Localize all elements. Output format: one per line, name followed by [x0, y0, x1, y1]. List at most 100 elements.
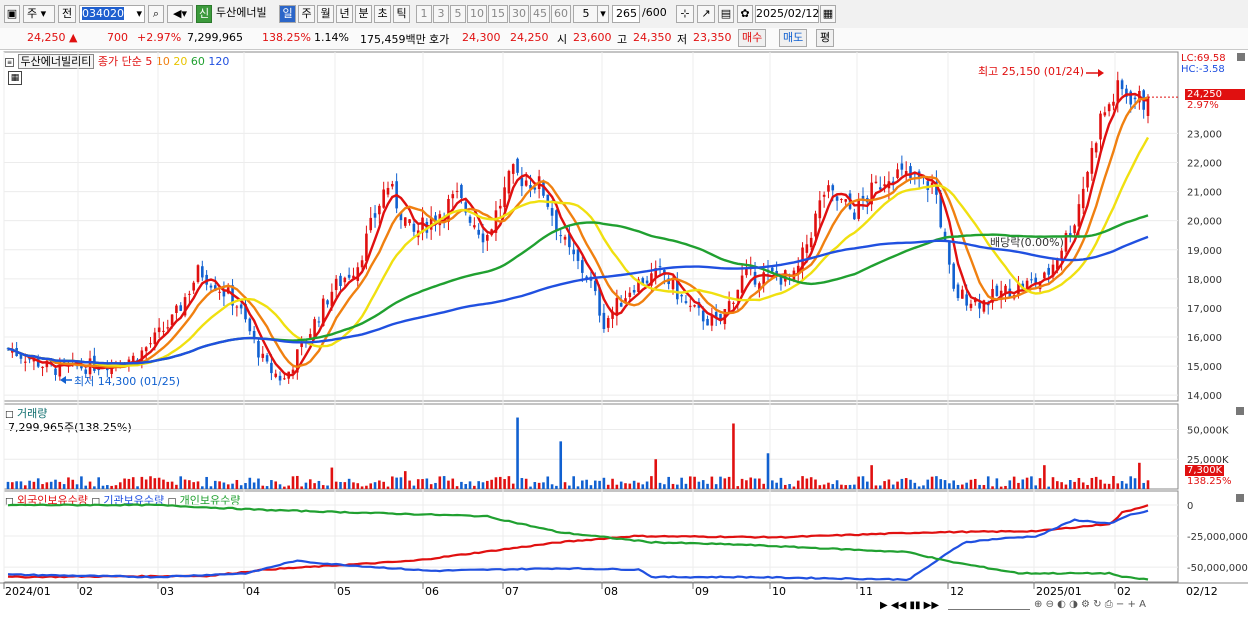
minus-icon[interactable]: −: [1115, 599, 1125, 610]
volume-bar: [1008, 480, 1012, 489]
candle: [1090, 147, 1094, 174]
zoom-in-icon[interactable]: ⊕: [1034, 599, 1043, 610]
interval-1[interactable]: 1: [416, 5, 432, 23]
code-input[interactable]: 034020 ▾: [79, 5, 145, 23]
save-icon[interactable]: ▤: [718, 5, 734, 23]
volume-bar: [144, 479, 148, 489]
volume-bar: [1047, 486, 1050, 489]
candle: [179, 305, 183, 311]
chevron-down-icon[interactable]: ▾: [597, 5, 609, 23]
volume-bar: [175, 484, 178, 489]
volume-bar: [922, 485, 925, 489]
interval-input[interactable]: 5: [573, 5, 599, 23]
candle: [15, 347, 18, 357]
interval-45[interactable]: 45: [530, 5, 550, 23]
volume-bar: [542, 482, 545, 489]
calendar-icon[interactable]: ▦: [820, 5, 836, 23]
interval-15[interactable]: 15: [488, 5, 508, 23]
series-label[interactable]: 두산에너빌리티: [17, 54, 95, 69]
candle: [1051, 264, 1055, 277]
interval-10[interactable]: 10: [467, 5, 487, 23]
fast-forward-icon[interactable]: ▶▶: [923, 600, 940, 611]
volume-bar: [740, 478, 744, 489]
y-tick-label: 50,000K: [1187, 425, 1229, 436]
volume-bar: [97, 477, 100, 489]
print-icon[interactable]: ⎙: [1104, 599, 1113, 610]
y-tick-label: 20,000: [1187, 217, 1222, 228]
period-0[interactable]: 일: [279, 5, 296, 23]
candle: [304, 340, 308, 342]
gear-icon[interactable]: ✿: [737, 5, 753, 23]
candle: [637, 279, 640, 293]
close-icon[interactable]: [1237, 53, 1245, 61]
candle: [732, 302, 735, 304]
period-6[interactable]: 틱: [393, 5, 410, 23]
candle: [473, 225, 476, 228]
volume-bar: [300, 486, 303, 489]
candle: [67, 364, 70, 367]
type-select[interactable]: 주 ▾: [23, 5, 55, 23]
eval-button[interactable]: 평: [816, 29, 835, 47]
volume-ratio: 138.25%: [262, 31, 311, 44]
period-3[interactable]: 년: [336, 5, 353, 23]
grid-toggle-icon[interactable]: ▦: [8, 71, 22, 85]
buy-button[interactable]: 매수: [738, 29, 767, 47]
volume-bar: [822, 484, 826, 489]
volume-bar: [468, 481, 472, 489]
volume-bar: [589, 485, 593, 489]
period-1[interactable]: 주: [298, 5, 315, 23]
close-icon[interactable]: [1236, 407, 1244, 415]
volume-bar: [749, 477, 753, 489]
panel-menu-icon[interactable]: ≡: [5, 58, 14, 67]
interval-3[interactable]: 3: [433, 5, 449, 23]
candle: [857, 199, 860, 219]
interval-5[interactable]: 5: [450, 5, 466, 23]
rewind-icon[interactable]: ◀◀: [890, 600, 907, 611]
period-4[interactable]: 분: [355, 5, 372, 23]
window-icon[interactable]: ▣: [4, 5, 20, 23]
volume-bar: [1073, 481, 1076, 489]
volume-bar: [796, 480, 800, 489]
zoom-out-icon[interactable]: ⊖: [1045, 599, 1054, 610]
zoom-slider[interactable]: [948, 603, 1030, 610]
speaker-icon[interactable]: ◀▾: [167, 5, 193, 23]
search-icon[interactable]: ⌕: [148, 5, 164, 23]
volume-bar: [706, 483, 709, 489]
volume-bar: [252, 482, 256, 489]
crosshair-icon[interactable]: ⊹: [676, 5, 694, 23]
volume-bar: [758, 478, 761, 489]
panel-menu-icon[interactable]: □: [5, 497, 14, 507]
interval-60[interactable]: 60: [551, 5, 571, 23]
volume-bar: [840, 484, 843, 489]
play-icon[interactable]: ▶: [880, 600, 888, 611]
sell-button[interactable]: 매도: [779, 29, 808, 47]
refresh-icon[interactable]: ↻: [1093, 599, 1102, 610]
count-total: /600: [642, 6, 667, 19]
volume-bar: [1043, 465, 1046, 489]
font-icon[interactable]: A: [1139, 599, 1146, 610]
scroll-left-icon[interactable]: ◐: [1057, 599, 1066, 610]
count-input[interactable]: 265: [612, 5, 640, 23]
close-icon[interactable]: [1236, 494, 1244, 502]
draw-icon[interactable]: ↗: [697, 5, 715, 23]
panel-menu-icon[interactable]: □: [91, 497, 100, 507]
period-2[interactable]: 월: [317, 5, 334, 23]
volume-bar: [537, 482, 541, 489]
date-input[interactable]: 2025/02/12: [755, 5, 819, 23]
candle: [201, 266, 204, 278]
interval-30[interactable]: 30: [509, 5, 529, 23]
plus-icon[interactable]: +: [1127, 599, 1136, 610]
volume-bar: [1107, 483, 1111, 489]
panel-menu-icon[interactable]: □: [167, 497, 177, 507]
candle: [80, 364, 83, 369]
volume-bar: [598, 480, 601, 489]
volume-bar: [386, 486, 390, 489]
period-5[interactable]: 초: [374, 5, 391, 23]
scroll-right-icon[interactable]: ◑: [1069, 599, 1078, 610]
volume-bar: [891, 484, 895, 489]
prev-button[interactable]: 전: [58, 5, 76, 23]
volume-bar: [32, 481, 36, 489]
candle: [745, 268, 748, 276]
pause-icon[interactable]: ▮▮: [909, 600, 921, 611]
settings-icon[interactable]: ⚙: [1081, 599, 1090, 610]
